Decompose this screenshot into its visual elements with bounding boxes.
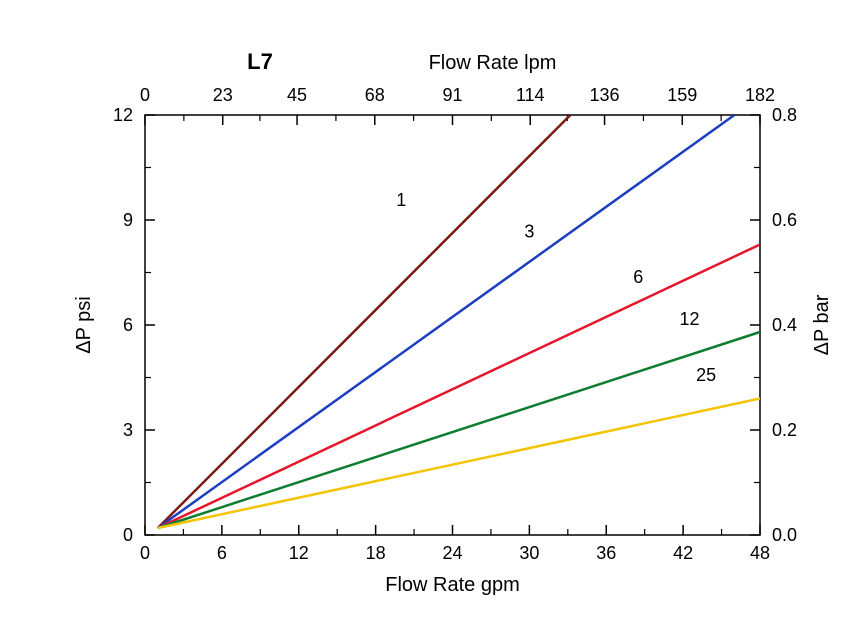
y-left-tick-label: 0: [123, 525, 133, 545]
x-top-tick-label: 114: [516, 85, 545, 105]
series-label-1: 1: [396, 190, 406, 210]
x-top-axis-label: Flow Rate lpm: [429, 52, 557, 74]
x-bottom-tick-label: 18: [366, 543, 386, 563]
x-bottom-tick-label: 36: [596, 543, 616, 563]
y-left-tick-label: 9: [123, 210, 133, 230]
y-left-axis-label: ΔP psi: [73, 296, 95, 353]
x-top-tick-label: 182: [745, 85, 775, 105]
x-bottom-tick-label: 0: [140, 543, 150, 563]
x-top-tick-label: 91: [442, 85, 462, 105]
x-bottom-tick-label: 12: [289, 543, 309, 563]
series-label-3: 3: [524, 222, 534, 242]
x-top-tick-label: 45: [287, 85, 307, 105]
chart-container: 0612182430364248Flow Rate gpm02345689111…: [0, 0, 849, 639]
x-bottom-tick-label: 6: [217, 543, 227, 563]
y-left-tick-label: 12: [113, 105, 133, 125]
series-label-6: 6: [633, 267, 643, 287]
x-bottom-axis-label: Flow Rate gpm: [385, 574, 520, 596]
y-right-tick-label: 0.4: [772, 315, 797, 335]
series-line-1: [158, 115, 571, 528]
x-top-tick-label: 136: [590, 85, 620, 105]
x-bottom-tick-label: 48: [750, 543, 770, 563]
x-top-tick-label: 0: [140, 85, 150, 105]
x-top-tick-label: 159: [667, 85, 697, 105]
series-line-12: [158, 332, 760, 528]
y-left-tick-label: 6: [123, 315, 133, 335]
x-bottom-tick-label: 42: [673, 543, 693, 563]
x-top-tick-label: 68: [365, 85, 385, 105]
y-right-axis-label: ΔP bar: [811, 294, 833, 355]
y-right-tick-label: 0.8: [772, 105, 797, 125]
y-right-tick-label: 0.0: [772, 525, 797, 545]
series-label-12: 12: [680, 309, 700, 329]
series-label-25: 25: [696, 365, 716, 385]
y-right-tick-label: 0.2: [772, 420, 797, 440]
chart-title: L7: [247, 49, 273, 74]
x-top-tick-label: 23: [213, 85, 233, 105]
y-left-tick-label: 3: [123, 420, 133, 440]
series-line-6: [158, 245, 760, 529]
x-bottom-tick-label: 24: [442, 543, 462, 563]
x-bottom-tick-label: 30: [519, 543, 539, 563]
chart-svg: 0612182430364248Flow Rate gpm02345689111…: [0, 0, 849, 639]
y-right-tick-label: 0.6: [772, 210, 797, 230]
